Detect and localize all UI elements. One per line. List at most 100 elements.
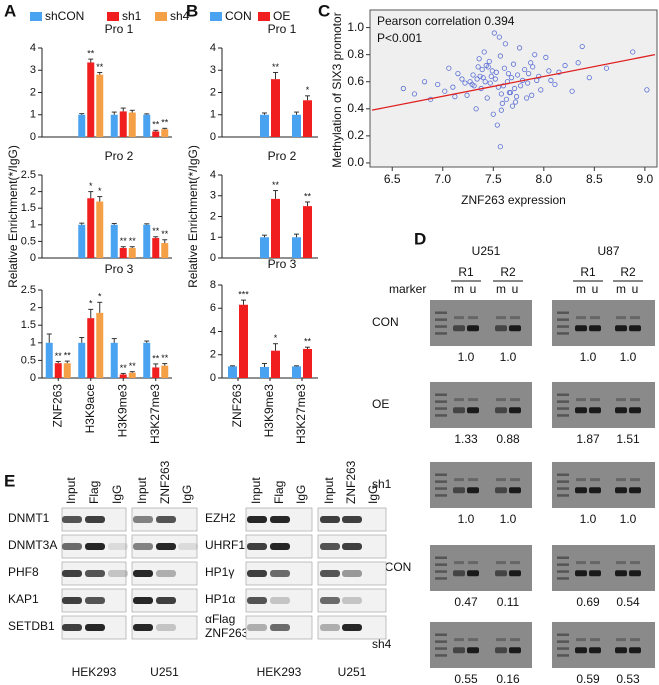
band [575,407,587,414]
significance: ** [55,351,63,361]
bar [119,374,127,378]
scatter-point [579,43,585,50]
bar [271,79,280,137]
blot-band [62,570,82,577]
significance: * [98,186,102,196]
bar [303,348,312,378]
blot-band [133,516,153,523]
x-tick-label: 8.0 [535,172,552,186]
scatter-point [481,49,487,55]
scatter-point [421,79,428,85]
marker-band [557,393,569,396]
legend-swatch [30,12,42,21]
bar [292,237,301,258]
scatter-point [507,89,514,96]
protein-label: DNMT1 [8,511,50,525]
significance: ** [129,361,137,371]
bar [152,238,160,258]
significance: ** [152,226,160,236]
y-tick-label: 1.0 [347,20,364,34]
y-tick-label: 0.4 [347,101,364,115]
blot-band [342,570,362,577]
y-tick-label: 4 [210,169,216,181]
band [575,647,587,654]
bar [271,350,280,378]
bar [292,114,301,137]
significance: ** [161,353,169,363]
legend-swatch [155,12,167,21]
marker-band [557,414,569,417]
error-bar [144,223,150,225]
x-tick-label: H3K9me3 [115,384,129,438]
band-faint [616,561,626,565]
marker-band [435,332,447,335]
ratio: 1.0 [580,350,597,364]
blot-band [156,516,176,523]
band-faint [630,561,640,565]
bar [228,366,237,378]
error-bar [64,360,70,364]
scatter-point [411,91,418,97]
blot-band [320,570,340,577]
x-tick-label: H3K9ace [83,384,97,434]
legend-label: CON [225,9,252,23]
legend-swatch [258,12,270,21]
marker-band [557,400,569,403]
marker-band [435,556,447,559]
band-faint [576,478,586,482]
band-faint [510,478,520,482]
lane-label: Input [322,477,336,504]
scatter-point [486,58,492,65]
band [615,407,627,414]
gel [430,545,532,591]
protein-label: KAP1 [8,592,39,606]
band-faint [630,638,640,642]
scatter-point [569,88,575,94]
significance: ** [304,191,312,201]
band [467,325,479,332]
scatter-point [400,85,406,92]
band-faint [576,316,586,320]
marker-band [557,480,569,483]
marker-band [557,563,569,566]
error-bar [162,127,168,130]
scatter-point [556,69,562,75]
scatter-point [435,81,441,88]
lane-label: IgG [180,485,194,504]
y-tick-label: 2 [210,210,216,222]
bar [128,372,136,378]
legend-swatch [210,12,222,21]
bar [303,100,312,137]
scatter-point [446,65,452,71]
band [509,325,521,332]
error-bar [79,113,85,115]
ratio: 0.88 [496,432,520,446]
ratio: 0.47 [454,595,478,609]
y-tick-label: 0.2 [347,128,364,142]
lane-label: m [616,282,626,296]
band [615,325,627,332]
y-tick-label: 0 [30,252,36,264]
band [509,407,521,414]
panel-letter: D [414,229,426,248]
significance: ** [272,180,280,190]
bar [271,198,280,258]
x-tick-label: 9.0 [637,172,654,186]
gel [552,382,655,428]
significance: ** [129,236,137,246]
marker-band [557,640,569,643]
band-faint [496,638,506,642]
error-bar [162,239,168,244]
y-tick-label: 1.5 [21,319,36,331]
y-tick-label: 3 [30,64,36,76]
panel-letter: B [186,1,198,20]
significance: ** [161,229,169,239]
bar [260,366,269,378]
y-tick-label: 2 [30,186,36,198]
x-axis-label: ZNF263 expression [461,193,566,207]
scatter-point [528,60,534,66]
error-bar [79,222,85,225]
band [615,487,627,494]
marker-band [435,577,447,580]
